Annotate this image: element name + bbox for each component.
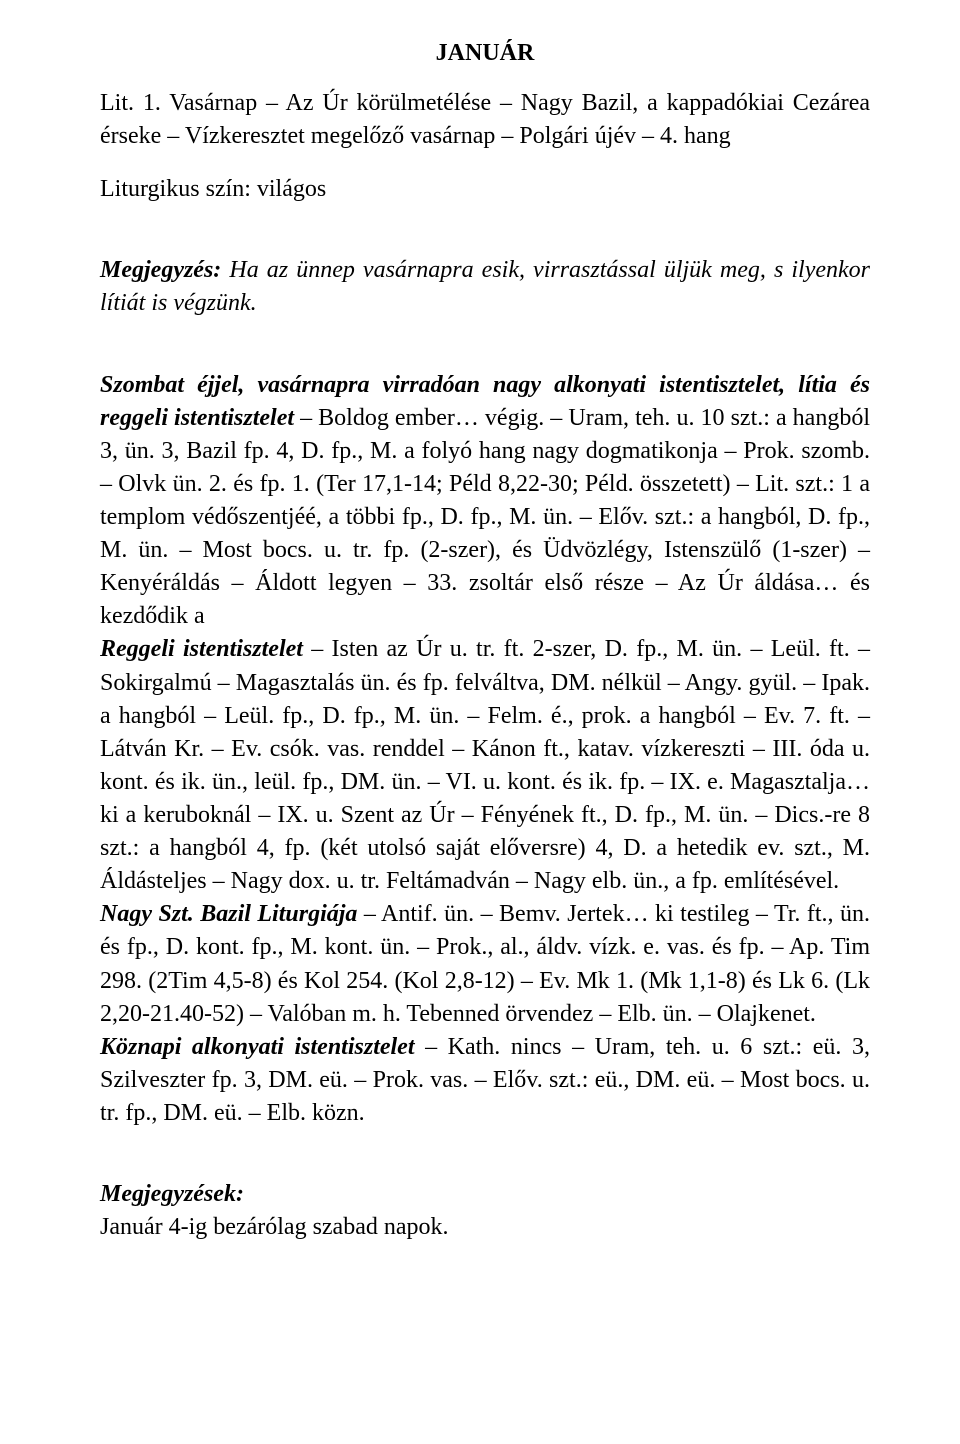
vespers-lead: Köznapi alkonyati istentisztelet (100, 1034, 415, 1060)
remarks-heading: Megjegyzések: (100, 1178, 870, 1211)
paragraph-vespers: Köznapi alkonyati istentisztelet – Kath.… (100, 1031, 870, 1130)
paragraph-lit: Lit. 1. Vasárnap – Az Úr körülmetélése –… (100, 87, 870, 153)
paragraph-vigil: Szombat éjjel, vasárnapra virradóan nagy… (100, 369, 870, 634)
morning-body: – Isten az Úr u. tr. ft. 2-szer, D. fp.,… (100, 636, 870, 894)
morning-lead: Reggeli istentisztelet (100, 636, 303, 662)
paragraph-liturgical-color: Liturgikus szín: világos (100, 173, 870, 206)
page-title: JANUÁR (100, 40, 870, 67)
spacer (100, 1150, 870, 1178)
note-label: Megjegyzés: (100, 257, 221, 283)
remarks-body: Január 4-ig bezárólag szabad napok. (100, 1211, 870, 1244)
liturgy-lead: Nagy Szt. Bazil Liturgiája (100, 901, 357, 927)
vigil-body: – Boldog ember… végig. – Uram, teh. u. 1… (100, 405, 870, 630)
document-page: JANUÁR Lit. 1. Vasárnap – Az Úr körülmet… (0, 0, 960, 1444)
spacer (100, 341, 870, 369)
paragraph-liturgy: Nagy Szt. Bazil Liturgiája – Antif. ün. … (100, 898, 870, 1030)
paragraph-morning: Reggeli istentisztelet – Isten az Úr u. … (100, 633, 870, 898)
paragraph-note: Megjegyzés: Ha az ünnep vasárnapra esik,… (100, 254, 870, 320)
spacer (100, 226, 870, 254)
